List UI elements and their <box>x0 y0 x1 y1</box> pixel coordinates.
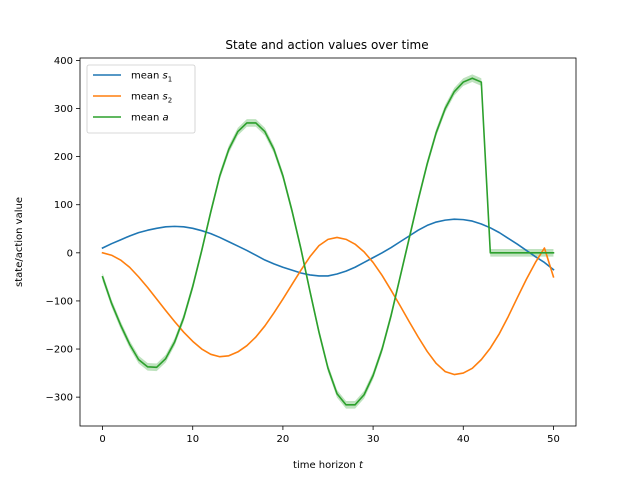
y-axis-ticks: −300 −200 −100 0 100 200 300 400 <box>46 56 80 404</box>
x-tick-label: 20 <box>277 434 290 445</box>
y-tick-label: 0 <box>67 248 73 259</box>
x-tick-label: 30 <box>367 434 380 445</box>
series-2-line <box>101 236 555 376</box>
chart-title: State and action values over time <box>225 38 428 52</box>
legend-label: mean s1 <box>131 71 172 84</box>
y-tick-label: 200 <box>54 152 73 163</box>
y-tick-label: −100 <box>46 296 73 307</box>
series-lines <box>101 77 555 406</box>
x-tick-label: 0 <box>99 434 105 445</box>
x-axis-label: time horizon t <box>293 460 364 471</box>
legend-label: mean s2 <box>131 92 172 105</box>
series-1-line <box>101 218 555 277</box>
legend-box <box>86 64 196 134</box>
x-tick-label: 50 <box>547 434 560 445</box>
x-tick-label: 10 <box>186 434 199 445</box>
x-tick-label: 40 <box>457 434 470 445</box>
y-tick-label: 400 <box>54 56 73 67</box>
legend-label: mean a <box>131 113 169 124</box>
plot-frame <box>79 57 577 427</box>
y-tick-label: −200 <box>46 345 73 356</box>
y-tick-label: 300 <box>54 104 73 115</box>
x-axis-ticks: 0 10 20 30 40 50 <box>99 426 560 445</box>
series-3-line <box>101 77 555 406</box>
y-tick-label: −300 <box>46 393 73 404</box>
legend: mean s1 mean s2 mean a <box>86 64 196 134</box>
x-axis-label-var: t <box>359 460 364 471</box>
x-axis-label-text: time horizon <box>293 460 356 471</box>
y-tick-label: 100 <box>54 200 73 211</box>
y-axis-label: state/action value <box>14 197 25 287</box>
